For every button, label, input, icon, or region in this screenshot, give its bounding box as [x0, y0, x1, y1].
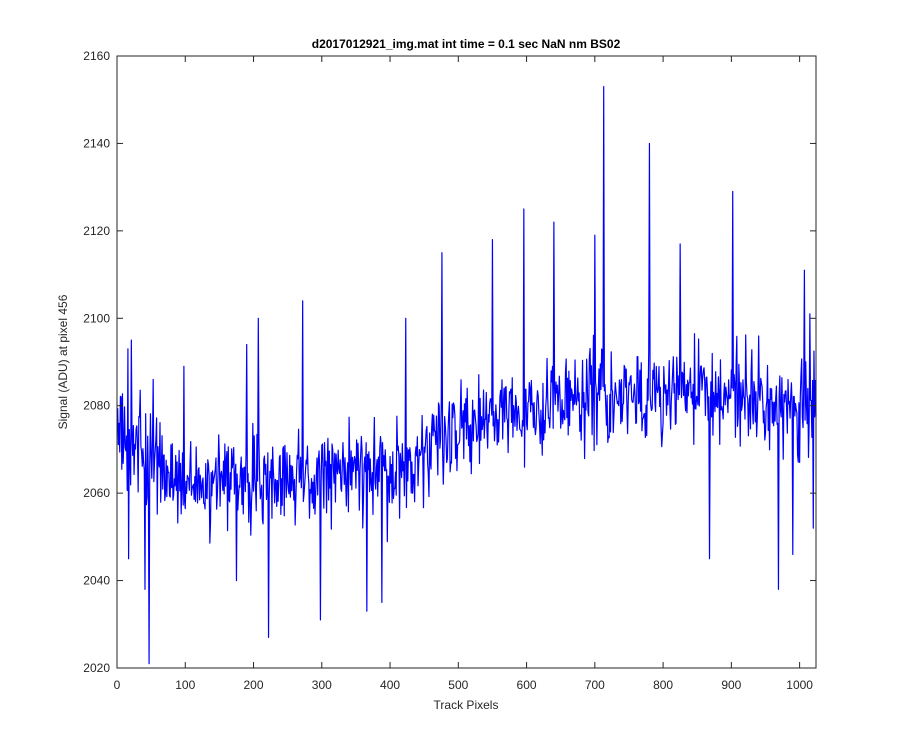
chart-title: d2017012921_img.mat int time = 0.1 sec N… — [312, 37, 621, 51]
x-tick-label: 1000 — [786, 678, 813, 692]
series-layer — [117, 85, 817, 665]
x-tick-label: 300 — [312, 678, 332, 692]
y-tick-label: 2120 — [83, 224, 110, 238]
x-tick-label: 700 — [585, 678, 605, 692]
x-tick-label: 600 — [517, 678, 537, 692]
x-axis-label: Track Pixels — [434, 698, 499, 712]
signal-series-line — [117, 85, 817, 665]
x-tick-label: 100 — [175, 678, 195, 692]
y-tick-label: 2160 — [83, 49, 110, 63]
x-tick-label: 500 — [448, 678, 468, 692]
y-axis-label: Signal (ADU) at pixel 456 — [56, 294, 70, 429]
y-tick-label: 2060 — [83, 486, 110, 500]
y-tick-label: 2040 — [83, 574, 110, 588]
y-tick-label: 2020 — [83, 661, 110, 675]
x-tick-label: 900 — [721, 678, 741, 692]
x-tick-label: 400 — [380, 678, 400, 692]
y-tick-label: 2080 — [83, 399, 110, 413]
y-ticks: 2020 2040 2060 2080 2100 2120 2140 2160 — [83, 49, 816, 675]
x-ticks: 0 100 200 300 400 500 600 700 800 900 1000 — [114, 56, 813, 692]
x-tick-label: 0 — [114, 678, 121, 692]
y-tick-label: 2140 — [83, 136, 110, 150]
y-tick-label: 2100 — [83, 311, 110, 325]
x-tick-label: 200 — [244, 678, 264, 692]
plot-area — [117, 56, 816, 668]
x-tick-label: 800 — [653, 678, 673, 692]
axes-box — [116, 55, 817, 669]
